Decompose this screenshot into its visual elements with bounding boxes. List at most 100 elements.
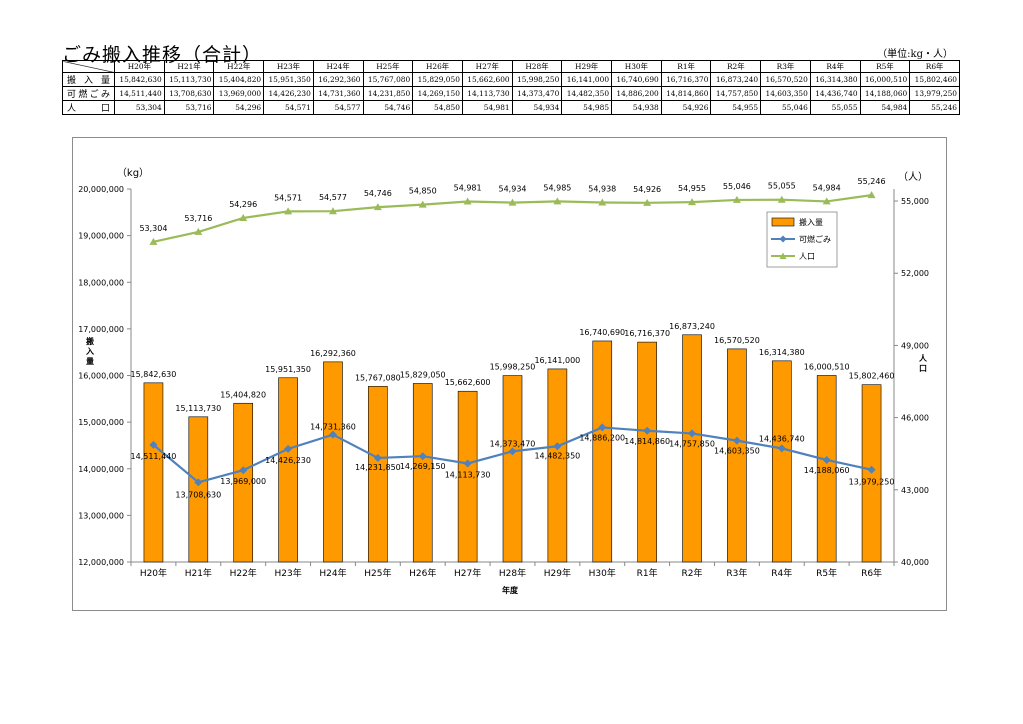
line-data-label: 54,850 xyxy=(409,187,437,196)
bar-data-label: 15,998,250 xyxy=(490,363,536,372)
bar xyxy=(682,334,702,563)
bar xyxy=(502,375,523,563)
bar-data-label: 15,802,460 xyxy=(849,372,895,381)
line-point xyxy=(643,198,652,206)
y2-tick-label: 43,000 xyxy=(901,486,929,495)
table-cell: 53,716 xyxy=(163,100,215,115)
line-data-label: 14,269,150 xyxy=(400,462,446,471)
line-point xyxy=(418,200,427,208)
bar-data-label: 16,141,000 xyxy=(534,356,580,365)
line-data-label: 54,577 xyxy=(319,193,347,202)
line-data-label: 14,231,850 xyxy=(355,463,401,472)
bar-data-label: 16,740,690 xyxy=(579,328,625,337)
line-point xyxy=(149,237,158,245)
y2-tick-label: 46,000 xyxy=(901,414,929,423)
line-data-label: 14,757,850 xyxy=(669,439,715,448)
line-data-label: 14,188,060 xyxy=(804,466,850,475)
table-cell: 54,296 xyxy=(213,100,265,115)
legend-swatch xyxy=(771,217,795,227)
y-axis-title-char: 量 xyxy=(86,356,94,366)
line-data-label: 54,746 xyxy=(364,189,392,198)
y2-tick-label: 55,000 xyxy=(901,197,929,206)
bar-data-label: 15,767,080 xyxy=(355,373,401,382)
line-data-label: 14,482,350 xyxy=(534,451,580,460)
x-tick-label: R6年 xyxy=(861,567,882,579)
table-cell: 54,746 xyxy=(362,100,414,115)
line-data-label: 14,373,470 xyxy=(490,439,536,448)
y2-axis-unit: （人） xyxy=(898,171,928,183)
x-tick-label: R1年 xyxy=(637,567,658,579)
line-point xyxy=(239,466,248,475)
table-cell: 54,985 xyxy=(561,100,613,115)
line-data-label: 14,731,360 xyxy=(310,423,356,432)
line-point xyxy=(553,442,562,451)
table-row-label: 人口 xyxy=(62,100,115,115)
line-data-label: 54,984 xyxy=(813,183,841,192)
line-data-label: 55,046 xyxy=(723,182,751,191)
bar xyxy=(368,386,388,563)
table-cell: 55,055 xyxy=(809,100,861,115)
x-tick-label: R3年 xyxy=(726,567,747,579)
table-cell: 54,981 xyxy=(461,100,513,115)
line-point xyxy=(284,207,293,215)
bar xyxy=(323,361,343,563)
line-point xyxy=(373,453,382,462)
legend-label: 人口 xyxy=(799,252,815,261)
y-tick-label: 14,000,000 xyxy=(78,465,124,474)
line-data-label: 14,886,200 xyxy=(579,433,625,442)
bar-data-label: 16,314,380 xyxy=(759,348,805,357)
line-point xyxy=(598,423,607,432)
x-tick-label: R2年 xyxy=(682,567,703,579)
line-data-label: 13,979,250 xyxy=(849,478,895,487)
table-cell: 54,577 xyxy=(312,100,364,115)
bar xyxy=(727,348,747,563)
line-point xyxy=(688,198,697,206)
bar xyxy=(233,402,254,563)
bar xyxy=(816,375,837,563)
y-tick-label: 17,000,000 xyxy=(78,325,124,334)
bar-data-label: 15,951,350 xyxy=(265,365,311,374)
line-point xyxy=(822,455,831,464)
line-data-label: 14,511,440 xyxy=(131,452,177,461)
bar xyxy=(637,341,657,563)
x-tick-label: H21年 xyxy=(185,567,212,579)
line-point xyxy=(732,436,741,445)
line-data-label: 53,304 xyxy=(139,224,167,233)
legend-marker xyxy=(779,235,787,243)
bar xyxy=(143,382,164,563)
y-axis-title-char: 搬 xyxy=(86,336,94,346)
y-tick-label: 13,000,000 xyxy=(78,511,124,520)
bar-data-label: 15,829,050 xyxy=(400,370,446,379)
y-axis-unit: （kg） xyxy=(117,167,149,179)
y-tick-label: 18,000,000 xyxy=(78,278,124,287)
bar xyxy=(188,416,209,563)
chart-frame xyxy=(72,137,947,611)
legend-label: 搬入量 xyxy=(799,217,823,227)
table-cell: 54,984 xyxy=(859,100,911,115)
line-point xyxy=(732,195,741,203)
y2-tick-label: 49,000 xyxy=(901,341,929,350)
bar-data-label: 15,842,630 xyxy=(131,370,177,379)
bar-data-label: 16,570,520 xyxy=(714,336,760,345)
bar-data-label: 16,292,360 xyxy=(310,349,356,358)
x-tick-label: H24年 xyxy=(319,567,346,579)
x-tick-label: H25年 xyxy=(364,567,391,579)
x-tick-label: H26年 xyxy=(409,567,436,579)
line-point xyxy=(373,203,382,211)
bar xyxy=(412,383,433,563)
line-data-label: 53,716 xyxy=(184,214,212,223)
bar xyxy=(457,390,478,563)
line-point xyxy=(463,459,472,468)
line-point xyxy=(284,444,293,453)
line-data-label: 14,426,230 xyxy=(265,456,311,465)
x-tick-label: H20年 xyxy=(140,567,167,579)
y2-axis-title-char: 人 xyxy=(919,353,928,363)
line-data-label: 54,955 xyxy=(678,184,706,193)
line-point xyxy=(598,198,607,206)
line-data-label: 14,436,740 xyxy=(759,434,805,443)
bar xyxy=(278,377,298,563)
summary-table: H20年 H21年 H22年 H23年 H24年 H25年 H26年 H27年 H28年 H29年… xyxy=(62,60,960,115)
y2-tick-label: 40,000 xyxy=(901,558,929,567)
line-point xyxy=(867,465,876,474)
